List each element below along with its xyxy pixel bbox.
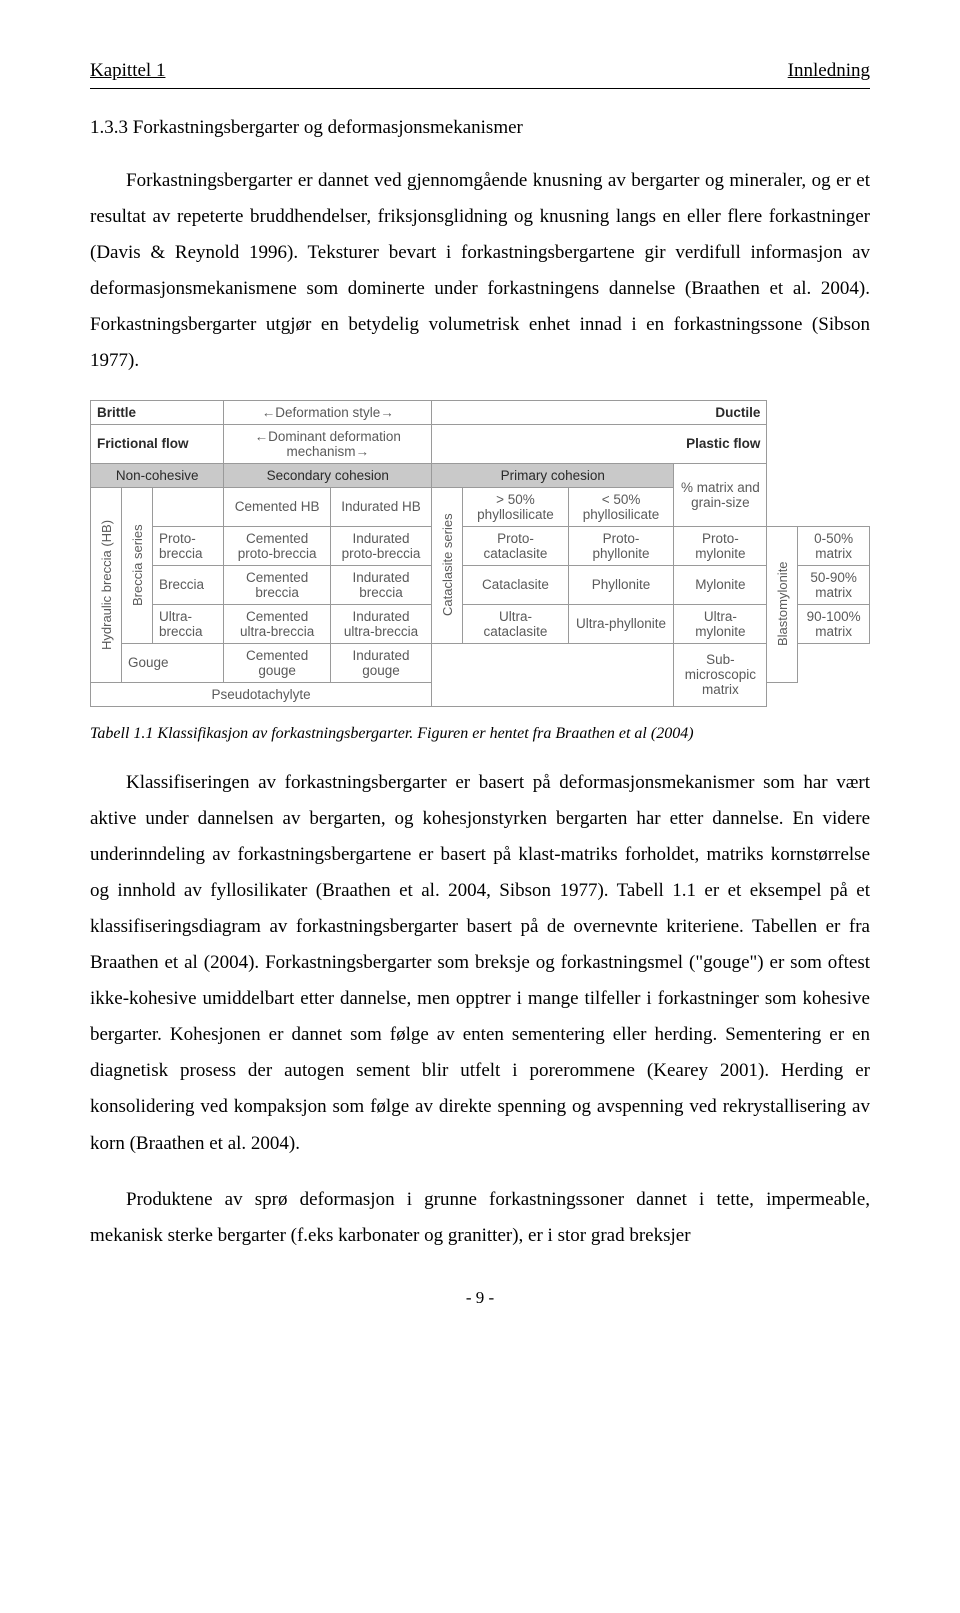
cell-gouge-c2: Cemented gouge [224,643,331,682]
cell-r2-c4: Cataclasite [463,565,569,604]
cell-r2-c2: Cemented breccia [224,565,331,604]
paragraph-1: Forkastningsbergarter er dannet ved gjen… [90,163,870,380]
page-container: Kapittel 1 Innledning 1.3.3 Forkastnings… [0,0,960,1348]
cell-r2-matrix: 50-90% matrix [798,565,870,604]
running-header: Kapittel 1 Innledning [90,60,870,82]
cell-r3-c2: Cemented ultra-breccia [224,604,331,643]
paragraph-2: Klassifiseringen av forkastningsbergarte… [90,765,870,1162]
paragraph-1-text: Forkastningsbergarter er dannet ved gjen… [90,170,870,371]
paragraph-3-text: Produktene av sprø deformasjon i grunne … [90,1189,870,1246]
vlabel-breccia: Breccia series [122,487,153,643]
section-heading: 1.3.3 Forkastningsbergarter og deformasj… [90,117,870,139]
header-right: Innledning [788,60,870,82]
vlabel-blasto: Blastomylonite [767,526,798,682]
paragraph-3: Produktene av sprø deformasjon i grunne … [90,1182,870,1254]
cell-r3-c3: Indurated ultra-breccia [330,604,431,643]
cell-noncohesive: Non-cohesive [91,463,224,487]
cell-r3-c1: Ultra-breccia [153,604,224,643]
cell-r1-c6: Proto-mylonite [674,526,767,565]
cell-gt50: > 50% phyllosilicate [463,487,569,526]
table-caption: Tabell 1.1 Klassifikasjon av forkastning… [90,725,870,743]
cell-plastic: Plastic flow [432,424,767,463]
cell-r1-c2: Cemented proto-breccia [224,526,331,565]
cell-secondary: Secondary cohesion [224,463,432,487]
paragraph-2-text: Klassifiseringen av forkastningsbergarte… [90,772,870,1154]
classification-table: Brittle ←Deformation style→ Ductile Fric… [90,400,870,707]
cell-lt50: < 50% phyllosilicate [568,487,674,526]
cell-r3-c5: Ultra-phyllonite [568,604,674,643]
header-left: Kapittel 1 [90,60,165,82]
cell-gouge-c3: Indurated gouge [330,643,431,682]
cell-gouge-c1: Gouge [122,643,224,682]
cell-r2-c5: Phyllonite [568,565,674,604]
vlabel-hb: Hydraulic breccia (HB) [91,487,122,682]
cell-ductile: Ductile [432,400,767,424]
cell-brittle: Brittle [91,400,224,424]
cell-r1-c4: Proto-cataclasite [463,526,569,565]
cell-cemented-hb: Cemented HB [224,487,331,526]
cell-matrix-note: % matrix and grain-size [674,463,767,526]
classification-table-wrap: Brittle ←Deformation style→ Ductile Fric… [90,400,870,707]
cell-r3-matrix: 90-100% matrix [798,604,870,643]
cell-r2-c3: Indurated breccia [330,565,431,604]
cell-r2-c6: Mylonite [674,565,767,604]
header-rule [90,88,870,89]
cell-r1-c5: Proto-phyllonite [568,526,674,565]
cell-def-style: ←Deformation style→ [224,400,432,424]
cell-r3-c6: Ultra-mylonite [674,604,767,643]
cell-frictional: Frictional flow [91,424,224,463]
cell-r2-c1: Breccia [153,565,224,604]
cell-r1-matrix: 0-50% matrix [798,526,870,565]
page-number: - 9 - [90,1288,870,1308]
cell-r1-c1: Proto-breccia [153,526,224,565]
vlabel-cata: Cataclasite series [432,487,463,643]
cell-r3-c4: Ultra-cataclasite [463,604,569,643]
cell-pseudo: Pseudotachylyte [91,682,432,706]
cell-r1-c3: Indurated proto-breccia [330,526,431,565]
cell-indurated-hb: Indurated HB [330,487,431,526]
cell-dominant: ←Dominant deformation mechanism→ [224,424,432,463]
cell-primary: Primary cohesion [432,463,674,487]
